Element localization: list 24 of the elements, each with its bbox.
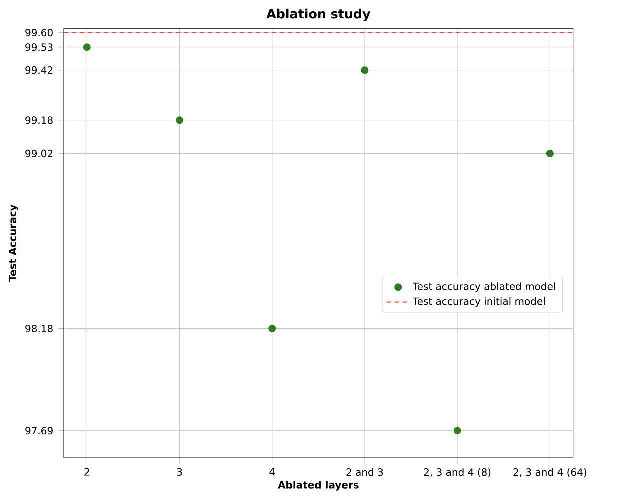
point [268, 325, 276, 333]
point [546, 150, 554, 158]
x-tick-label: 3 [177, 468, 182, 476]
point [176, 116, 184, 124]
legend-label: Test accuracy initial model [412, 298, 545, 308]
y-tick-label: 97.69 [26, 427, 53, 435]
x-tick-label: 2, 3 and 4 (64) [514, 468, 586, 478]
point [361, 66, 369, 74]
legend-label: Test accuracy ablated model [412, 282, 556, 292]
y-tick-label: 99.42 [26, 66, 53, 74]
x-tick-label: 2 [84, 468, 90, 476]
point [454, 427, 462, 435]
x-tick-label: 2, 3 and 4 (8) [424, 468, 491, 478]
point [83, 44, 91, 52]
y-tick-label: 99.60 [26, 29, 53, 37]
chart-title: Ablation study [266, 8, 371, 22]
x-tick-label: 4 [270, 468, 275, 476]
y-axis-title: Test Accuracy [9, 204, 18, 282]
x-tick-label: 2 and 3 [346, 468, 384, 476]
y-tick-label: 99.53 [26, 44, 53, 52]
y-tick-label: 99.18 [26, 116, 53, 124]
x-axis-title: Ablated layers [278, 481, 359, 491]
y-tick-label: 99.02 [26, 150, 53, 158]
y-tick-label: 98.18 [26, 324, 53, 333]
